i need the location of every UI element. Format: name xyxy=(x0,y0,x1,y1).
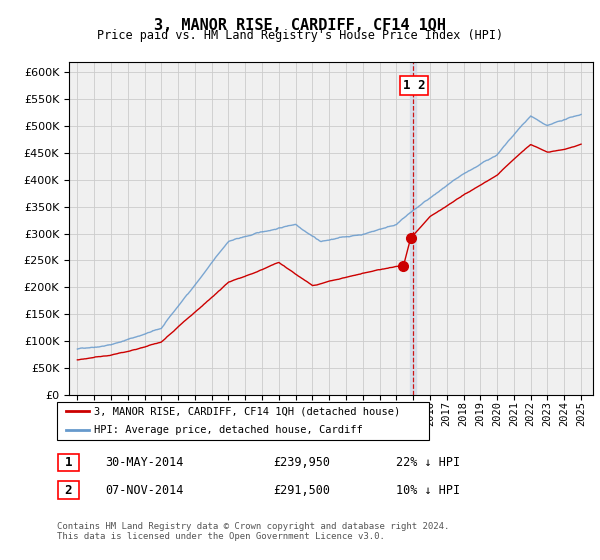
Text: Price paid vs. HM Land Registry's House Price Index (HPI): Price paid vs. HM Land Registry's House … xyxy=(97,29,503,42)
Text: 1 2: 1 2 xyxy=(403,80,425,92)
FancyBboxPatch shape xyxy=(57,402,429,440)
Text: 22% ↓ HPI: 22% ↓ HPI xyxy=(396,456,460,469)
Text: 07-NOV-2014: 07-NOV-2014 xyxy=(105,483,184,497)
Text: 3, MANOR RISE, CARDIFF, CF14 1QH (detached house): 3, MANOR RISE, CARDIFF, CF14 1QH (detach… xyxy=(94,406,400,416)
Text: Contains HM Land Registry data © Crown copyright and database right 2024.
This d: Contains HM Land Registry data © Crown c… xyxy=(57,522,449,542)
FancyBboxPatch shape xyxy=(58,454,79,471)
Text: £291,500: £291,500 xyxy=(273,483,330,497)
Text: HPI: Average price, detached house, Cardiff: HPI: Average price, detached house, Card… xyxy=(94,425,363,435)
Text: 30-MAY-2014: 30-MAY-2014 xyxy=(105,456,184,469)
Text: 2: 2 xyxy=(65,483,72,497)
Text: £239,950: £239,950 xyxy=(273,456,330,469)
Text: 3, MANOR RISE, CARDIFF, CF14 1QH: 3, MANOR RISE, CARDIFF, CF14 1QH xyxy=(154,18,446,33)
Text: 1: 1 xyxy=(65,456,72,469)
FancyBboxPatch shape xyxy=(58,482,79,498)
Text: 10% ↓ HPI: 10% ↓ HPI xyxy=(396,483,460,497)
Bar xyxy=(410,62,416,395)
